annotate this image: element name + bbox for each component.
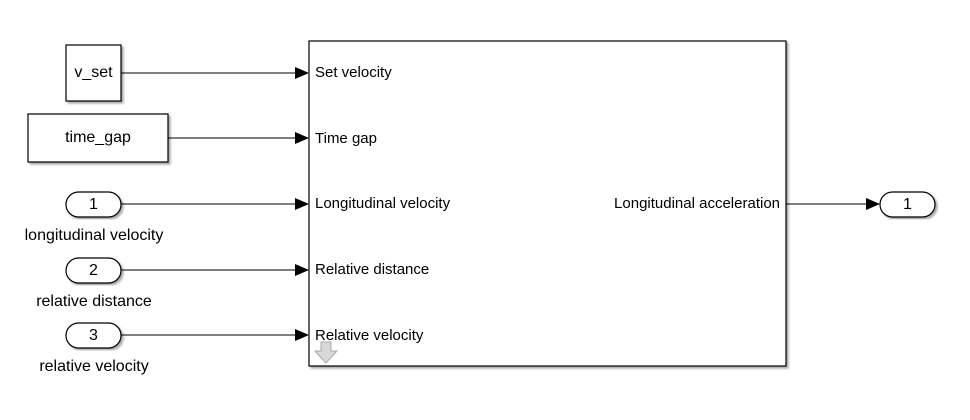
- outport-number-1: 1: [903, 195, 912, 213]
- arrowhead-icon: [295, 132, 309, 144]
- subsystem-port-relative-distance: Relative distance: [315, 261, 430, 278]
- constant-label-v-set: v_set: [74, 64, 113, 81]
- inport-name-relative-distance: relative distance: [36, 293, 152, 310]
- arrowhead-icon: [295, 264, 309, 276]
- subsystem-port-relative-velocity: Relative velocity: [315, 327, 424, 344]
- inport-number-3: 3: [89, 326, 98, 344]
- arrowhead-icon: [295, 329, 309, 341]
- subsystem-port-longitudinal-acceleration: Longitudinal acceleration: [614, 195, 780, 212]
- arrowhead-icon: [295, 67, 309, 79]
- look-under-arrow-icon[interactable]: [313, 341, 339, 364]
- arrowhead-icon: [866, 198, 880, 210]
- inport-name-longitudinal-velocity: longitudinal velocity: [24, 227, 164, 244]
- inport-number-2: 2: [89, 261, 98, 279]
- arrowhead-icon: [295, 198, 309, 210]
- subsystem-port-longitudinal-velocity: Longitudinal velocity: [315, 195, 451, 212]
- constant-block-time-gap[interactable]: [27, 113, 169, 163]
- outport-block-1[interactable]: [879, 191, 936, 218]
- subsystem-port-set-velocity: Set velocity: [315, 64, 392, 81]
- inport-number-1: 1: [89, 195, 98, 213]
- subsystem-port-time-gap: Time gap: [315, 130, 377, 147]
- constant-label-time-gap: time_gap: [65, 129, 131, 146]
- subsystem-block[interactable]: [308, 40, 787, 367]
- inport-name-relative-velocity: relative velocity: [39, 358, 149, 375]
- constant-block-v-set[interactable]: [65, 44, 122, 102]
